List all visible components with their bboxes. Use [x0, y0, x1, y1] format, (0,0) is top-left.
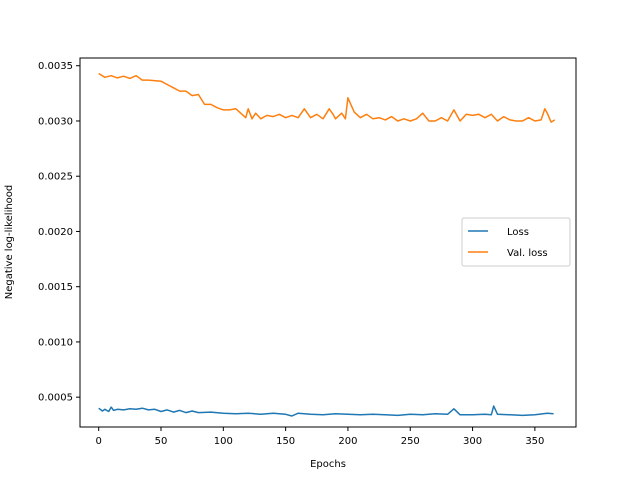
- y-tick-label: 0.0005: [38, 393, 73, 404]
- series-layer: [98, 72, 556, 417]
- x-tick-label: 200: [338, 436, 357, 447]
- legend-box: [461, 217, 571, 267]
- y-tick-label: 0.0030: [38, 116, 73, 127]
- x-tick-label: 100: [214, 436, 233, 447]
- y-tick-label: 0.0010: [38, 337, 73, 348]
- y-tick-label: 0.0025: [38, 172, 73, 183]
- x-tick-label: 50: [155, 436, 168, 447]
- y-tick-label: 0.0015: [38, 282, 73, 293]
- y-axis-ticks: 0.0005 0.0010 0.0015 0.0020 0.0025 0.0030 0.00…: [38, 61, 80, 404]
- y-tick-label: 0.0020: [38, 227, 73, 238]
- x-tick-label: 300: [463, 436, 482, 447]
- x-tick-label: 250: [401, 436, 420, 447]
- series-line-val-loss: [98, 72, 556, 123]
- x-tick-label: 150: [276, 436, 295, 447]
- x-tick-label: 350: [525, 436, 544, 447]
- legend: Loss Val. loss: [461, 217, 571, 267]
- legend-label-val-loss: Val. loss: [507, 248, 548, 259]
- y-tick-label: 0.0035: [38, 61, 73, 72]
- x-tick-label: 0: [96, 436, 102, 447]
- x-axis-ticks: 0 50 100 150 200 250 300 350: [96, 427, 544, 447]
- axes-frame: [79, 57, 577, 428]
- legend-label-loss: Loss: [507, 227, 529, 238]
- y-axis-label: Negative log-likelihood: [4, 185, 15, 300]
- x-axis-label: Epochs: [310, 459, 346, 470]
- series-line-loss: [98, 405, 554, 417]
